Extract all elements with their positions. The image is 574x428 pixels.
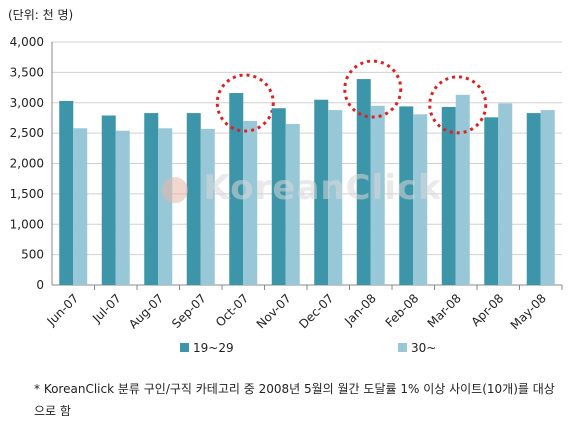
bar-19-29 <box>186 113 201 285</box>
y-tick-label: 4,000 <box>10 35 44 49</box>
bar-30-plus <box>73 128 88 285</box>
y-tick-label: 2,500 <box>10 126 44 140</box>
bar-30-plus <box>455 94 470 285</box>
x-tick-label: Dec-07 <box>296 291 336 331</box>
highlight-circle <box>428 75 488 135</box>
unit-label: (단위: 천 명) <box>8 8 74 22</box>
x-tick-label: Jun-07 <box>44 291 82 329</box>
bar-19-29 <box>144 113 159 285</box>
bar-19-29 <box>314 99 329 286</box>
bar-19-29 <box>271 108 286 285</box>
y-tick-label: 1,500 <box>10 187 44 201</box>
bar-19-29 <box>526 113 541 285</box>
bar-30-plus <box>285 124 300 285</box>
bar-30-plus <box>328 110 343 285</box>
x-tick-label: Oct-07 <box>213 291 251 329</box>
bar-19-29 <box>441 107 456 285</box>
bar-30-plus <box>413 114 428 285</box>
bar-19-29 <box>59 100 74 286</box>
y-tick-label: 3,000 <box>10 96 44 110</box>
x-tick-label: Apr-08 <box>468 291 506 329</box>
bar-30-plus <box>200 128 215 285</box>
legend-swatch-19-29 <box>180 343 189 352</box>
highlight-circle <box>215 73 275 133</box>
x-tick-label: Jul-07 <box>89 291 124 326</box>
x-tick-label: Mar-08 <box>425 291 464 330</box>
legend-swatch-30-plus <box>398 343 407 352</box>
bar-19-29 <box>356 79 371 286</box>
legend-label-30-plus: 30~ <box>411 341 436 355</box>
koreanclick-watermark: ● KoreanClick <box>160 168 442 208</box>
legend-label-19-29: 19~29 <box>193 341 234 355</box>
footnote: * KoreanClick 분류 구인/구직 카테고리 중 2008년 5월의 … <box>34 382 555 418</box>
bar-30-plus <box>158 128 173 285</box>
bar-19-29 <box>229 93 244 285</box>
x-tick-label: Sep-07 <box>169 291 209 331</box>
x-tick-label: Feb-08 <box>383 291 422 330</box>
bar-19-29 <box>484 117 499 285</box>
bar-30-plus <box>243 120 258 285</box>
x-tick-label: Nov-07 <box>254 291 294 331</box>
y-tick-label: 0 <box>36 278 44 292</box>
x-tick-label: Aug-07 <box>126 291 166 331</box>
bar-chart: 0 500 1,000 1,500 2,000 2,500 3,000 3,500 4,000 J… <box>10 35 563 355</box>
bar-30-plus <box>540 110 555 285</box>
bar-19-29 <box>399 106 414 286</box>
bar-30-plus <box>370 105 385 285</box>
bar-19-29 <box>101 115 116 285</box>
y-tick-label: 1,000 <box>10 217 44 231</box>
highlight-circle <box>343 59 403 119</box>
y-tick-label: 2,000 <box>10 157 44 171</box>
y-tick-label: 500 <box>21 248 44 262</box>
x-tick-label: Jan-08 <box>341 291 379 329</box>
bar-30-plus <box>498 103 513 285</box>
bar-30-plus <box>115 130 130 285</box>
y-tick-label: 3,500 <box>10 65 44 79</box>
x-tick-label: May-08 <box>508 291 549 332</box>
